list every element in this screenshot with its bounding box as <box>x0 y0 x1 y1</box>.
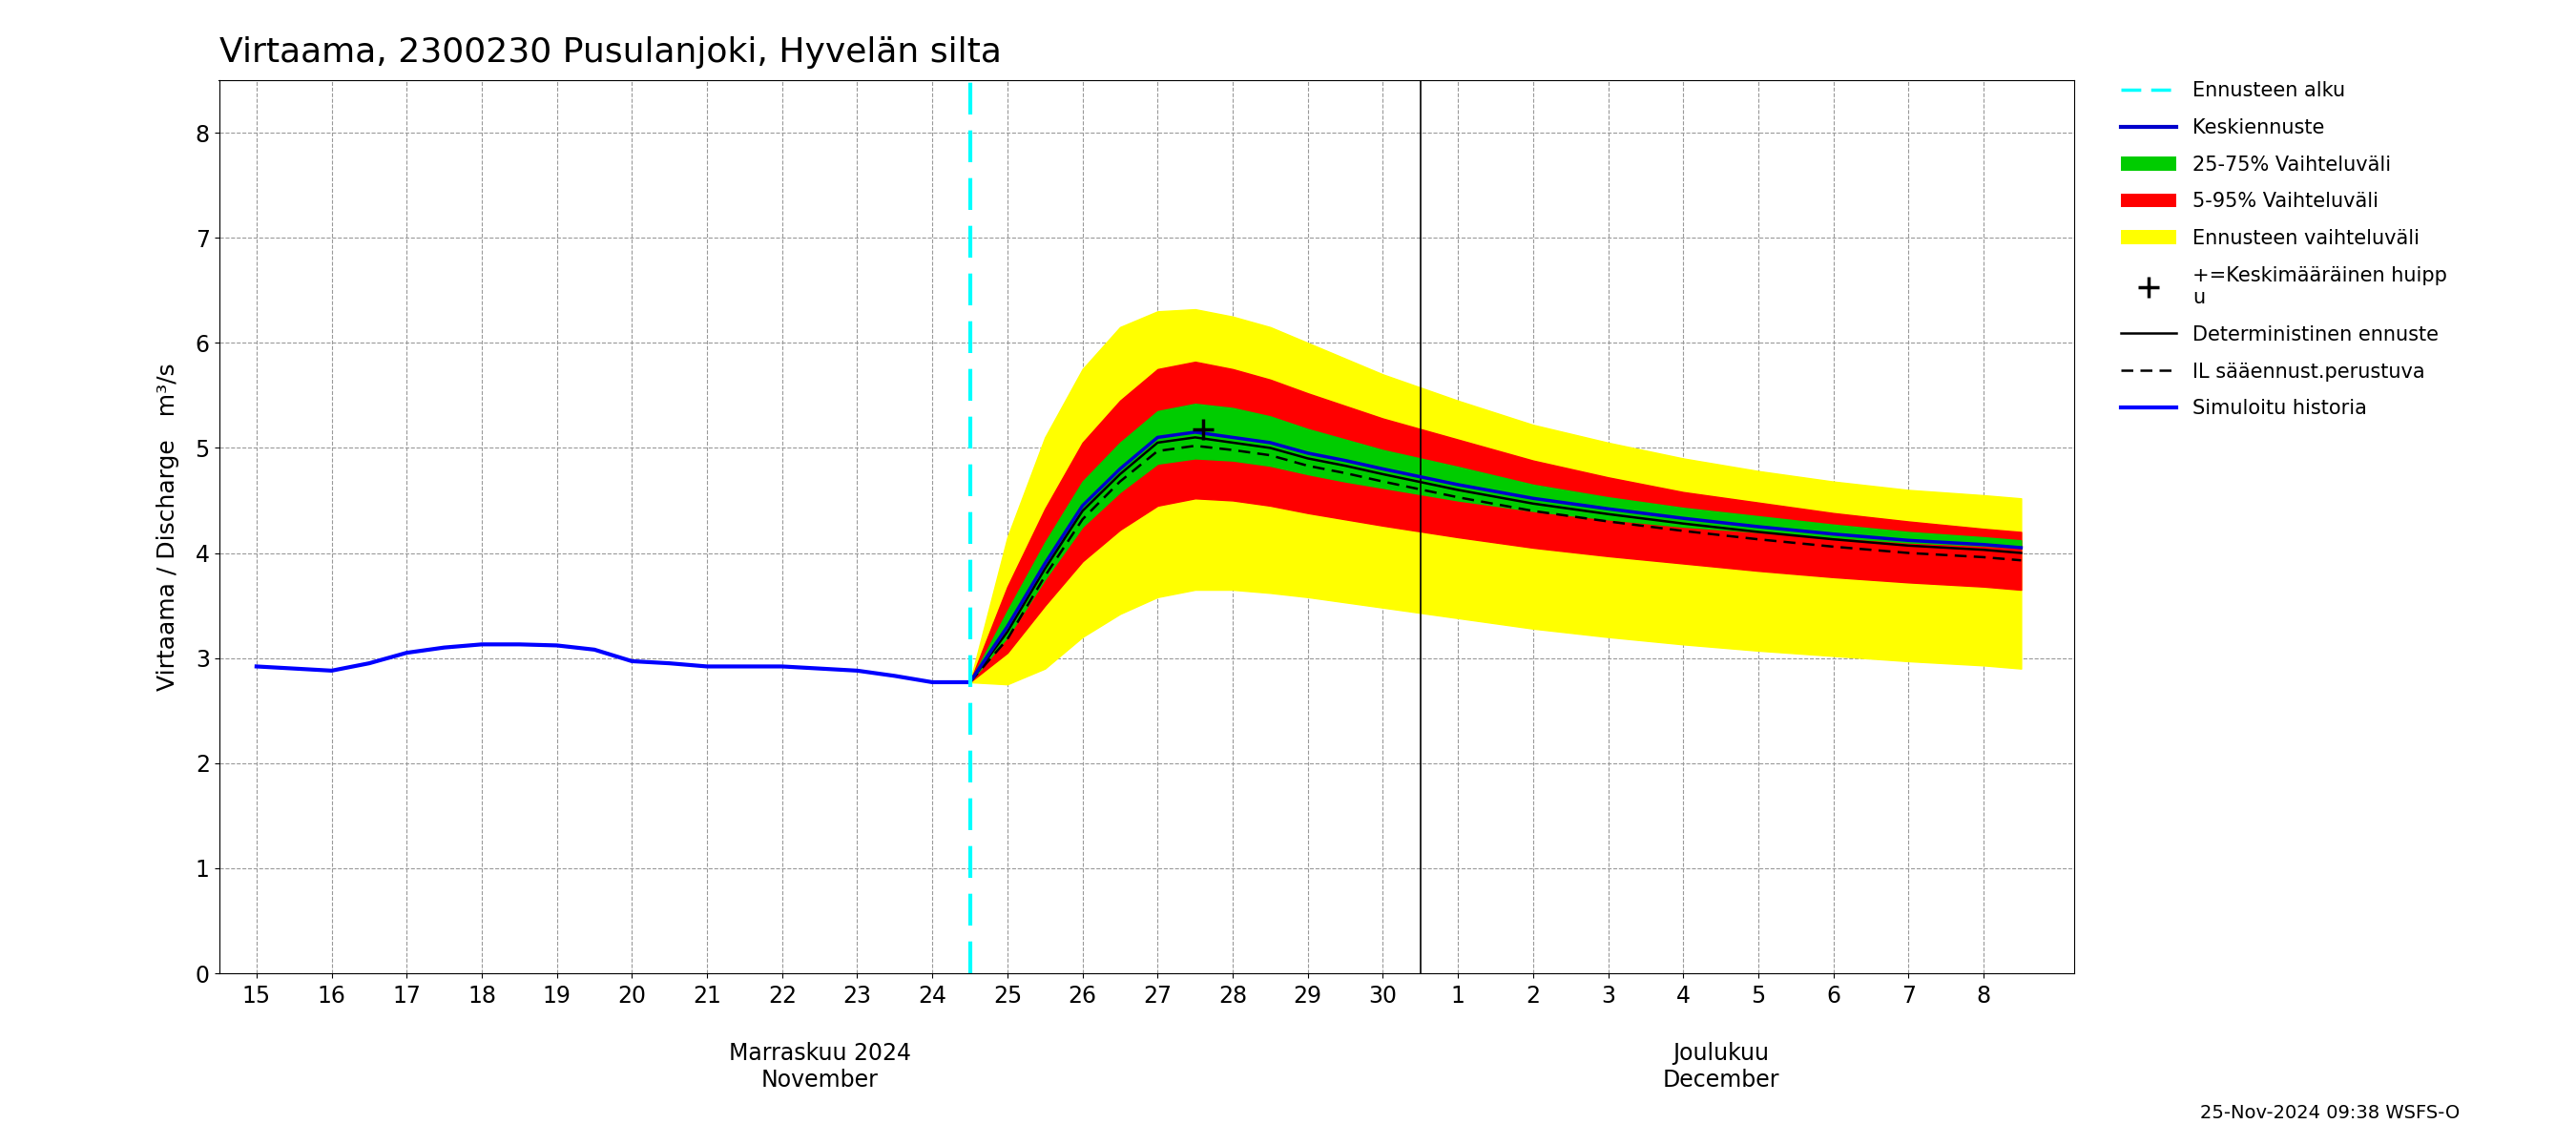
Text: 25-Nov-2024 09:38 WSFS-O: 25-Nov-2024 09:38 WSFS-O <box>2200 1104 2460 1122</box>
Text: Joulukuu
December: Joulukuu December <box>1662 1042 1780 1091</box>
Y-axis label: Virtaama / Discharge   m³/s: Virtaama / Discharge m³/s <box>157 363 180 690</box>
Text: Marraskuu 2024
November: Marraskuu 2024 November <box>729 1042 912 1091</box>
Text: Virtaama, 2300230 Pusulanjoki, Hyvelän silta: Virtaama, 2300230 Pusulanjoki, Hyvelän s… <box>219 35 1002 69</box>
Legend: Ennusteen alku, Keskiennuste, 25-75% Vaihteluväli, 5-95% Vaihteluväli, Ennusteen: Ennusteen alku, Keskiennuste, 25-75% Vai… <box>2120 81 2447 418</box>
